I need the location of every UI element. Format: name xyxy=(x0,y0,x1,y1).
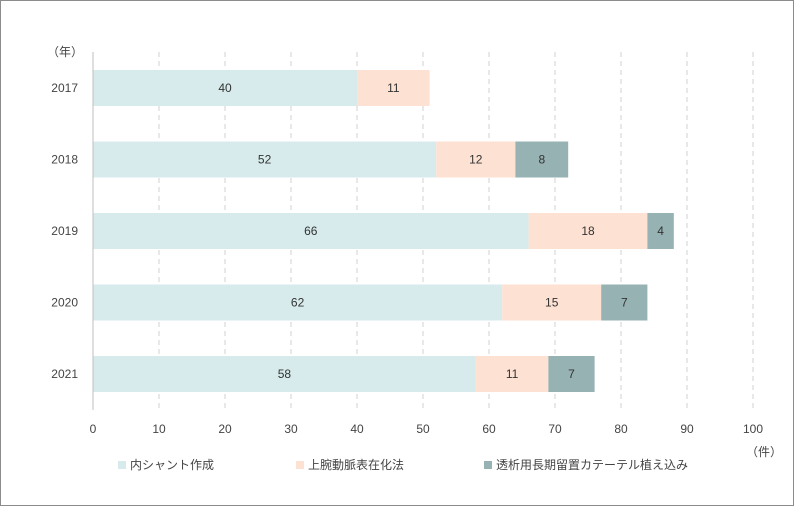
x-tick-label: 50 xyxy=(416,422,430,436)
bar-segment xyxy=(548,356,595,392)
bars-group xyxy=(93,70,674,392)
data-label: 12 xyxy=(469,153,483,167)
data-label: 8 xyxy=(538,153,545,167)
bar-segment xyxy=(475,356,549,392)
legend: 内シャント作成 上腕動脈表在化法 透析用長期留置カテーテル植え込み xyxy=(0,456,794,472)
legend-label-catheter: 透析用長期留置カテーテル植え込み xyxy=(496,458,689,472)
data-label: 11 xyxy=(387,81,400,95)
x-tick-label: 10 xyxy=(152,422,166,436)
bar-segment xyxy=(647,213,674,249)
legend-item-brachial: 上腕動脈表在化法 xyxy=(296,456,404,473)
bar-segment xyxy=(515,141,569,178)
x-tick-labels: 0 10 20 30 40 50 60 70 80 90 100 xyxy=(90,422,764,436)
x-tick-label: 40 xyxy=(350,422,364,436)
x-tick-label: 90 xyxy=(680,422,694,436)
y-tick-labels: 2017 2018 2019 2020 2021 xyxy=(51,81,78,381)
x-unit-label: （件） xyxy=(746,445,782,459)
bar-segment xyxy=(93,284,503,321)
x-tick-label: 80 xyxy=(614,422,628,436)
bar-segment xyxy=(601,284,648,321)
bar-segment xyxy=(357,70,430,106)
data-label: 52 xyxy=(258,153,272,167)
bar-segment xyxy=(93,70,357,106)
x-tick-label: 0 xyxy=(90,422,97,436)
x-tick-label: 60 xyxy=(482,422,496,436)
data-label: 15 xyxy=(545,296,559,310)
legend-item-shunt: 内シャント作成 xyxy=(118,456,214,473)
data-labels-group: 40 11 52 12 8 66 18 4 62 15 7 58 11 7 xyxy=(218,81,664,381)
legend-label-shunt: 内シャント作成 xyxy=(130,458,215,472)
legend-swatch-catheter xyxy=(484,460,492,469)
data-label: 58 xyxy=(278,367,292,381)
legend-label-brachial: 上腕動脈表在化法 xyxy=(308,458,405,472)
bar-segment xyxy=(93,141,437,178)
legend-item-catheter: 透析用長期留置カテーテル植え込み xyxy=(484,456,688,473)
y-tick-label: 2021 xyxy=(51,367,78,381)
x-tick-label: 20 xyxy=(218,422,232,436)
gridlines xyxy=(158,52,754,410)
legend-swatch-brachial xyxy=(296,460,304,469)
data-label: 7 xyxy=(621,296,628,310)
bar-segment xyxy=(528,213,648,249)
data-label: 62 xyxy=(291,296,305,310)
legend-swatch-shunt xyxy=(118,460,126,469)
data-label: 40 xyxy=(218,81,232,95)
x-tick-label: 30 xyxy=(284,422,298,436)
bar-segment xyxy=(502,284,602,321)
bar-segment xyxy=(93,213,529,249)
y-tick-label: 2018 xyxy=(51,153,78,167)
y-unit-label: （年） xyxy=(47,45,83,59)
y-tick-label: 2017 xyxy=(51,81,78,95)
bar-segment xyxy=(93,356,476,392)
data-label: 18 xyxy=(581,224,595,238)
x-tick-label: 100 xyxy=(743,422,763,436)
y-tick-label: 2019 xyxy=(51,224,78,238)
data-label: 11 xyxy=(506,367,519,381)
data-label: 66 xyxy=(304,224,318,238)
data-label: 7 xyxy=(568,367,575,381)
data-label: 4 xyxy=(657,224,664,238)
bar-segment xyxy=(436,141,516,178)
x-tick-label: 70 xyxy=(548,422,562,436)
y-tick-label: 2020 xyxy=(51,296,78,310)
